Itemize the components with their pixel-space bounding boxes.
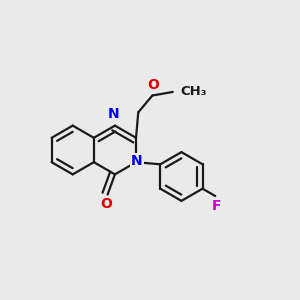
Text: O: O (147, 78, 159, 92)
Text: F: F (212, 199, 221, 213)
Text: O: O (100, 197, 112, 212)
Text: N: N (131, 154, 143, 168)
Text: N: N (108, 107, 119, 121)
Text: CH₃: CH₃ (180, 85, 207, 98)
